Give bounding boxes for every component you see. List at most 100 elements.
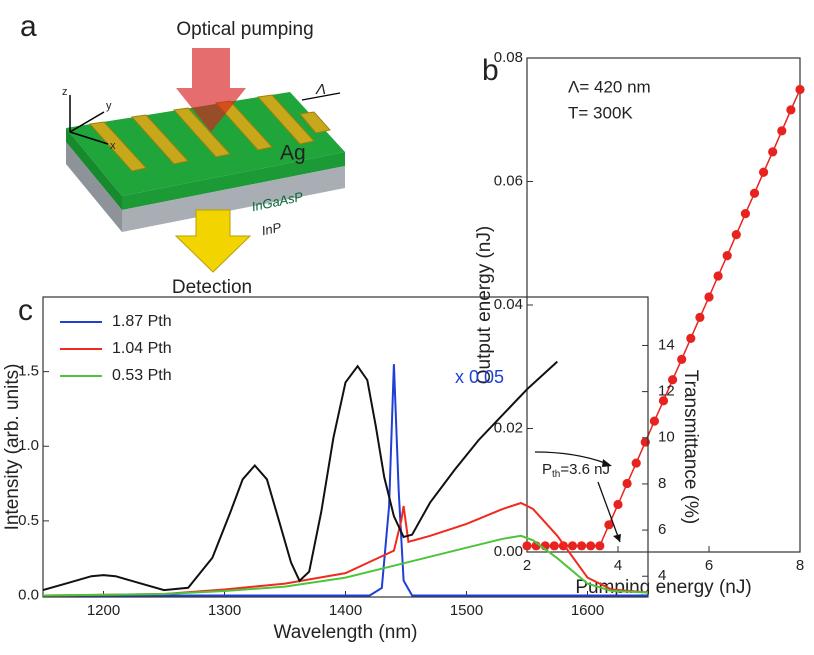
annotation: Λ= 420 nm — [568, 77, 651, 96]
substrate-label: InP — [260, 219, 283, 238]
data-line — [43, 360, 558, 592]
y2-tick-label: 12 — [658, 383, 675, 400]
x-tick-label: 1300 — [208, 602, 241, 619]
plot-area — [43, 360, 648, 597]
y2-tick-label: 6 — [658, 521, 666, 538]
gain-layer-side — [66, 128, 122, 210]
substrate-front — [122, 166, 345, 232]
panel-label: c — [18, 294, 33, 327]
data-point — [649, 416, 660, 426]
period-marker — [301, 92, 341, 101]
x-tick-label: 4 — [614, 557, 622, 574]
substrate-side — [66, 142, 122, 232]
data-point — [768, 147, 778, 157]
legend-label: 1.04 Pth — [112, 340, 172, 357]
y-tick-label: 0.0 — [18, 586, 39, 603]
gain-layer-front — [122, 152, 345, 210]
x-tick-label: 1200 — [87, 602, 120, 619]
y2-tick-label: 8 — [658, 475, 666, 492]
threshold-text: =3.6 nJ — [560, 461, 610, 478]
data-point — [713, 271, 723, 281]
axis-z-label: z — [62, 86, 68, 98]
y-tick-label: 1.5 — [18, 363, 39, 380]
grating-bar — [89, 121, 147, 172]
data-point — [613, 499, 623, 510]
threshold-subscript: th — [552, 469, 560, 480]
axis-x — [69, 131, 109, 145]
axis-y — [69, 111, 105, 133]
data-point — [604, 520, 614, 530]
grating-bar — [257, 94, 315, 145]
data-point — [522, 541, 532, 551]
grating-bar — [131, 114, 189, 165]
x-tick-label: 6 — [705, 557, 713, 574]
data-point — [686, 333, 696, 343]
panel-label: a — [20, 10, 37, 43]
y2-tick-label: 10 — [658, 429, 675, 446]
data-point — [658, 396, 669, 406]
data-point — [586, 541, 596, 551]
data-point — [577, 541, 587, 551]
data-point — [567, 541, 578, 551]
grating-bar — [299, 111, 331, 134]
transmittance-arrow — [534, 451, 606, 464]
data-line — [43, 534, 648, 597]
arrow-head — [613, 534, 621, 542]
threshold-label: Pth=3.6 nJ — [542, 461, 610, 480]
legend-label: 1.87 Pth — [112, 313, 172, 330]
y-axis-title: Intensity (arb. units) — [2, 364, 23, 531]
data-point — [631, 458, 641, 468]
x-tick-label: 2 — [523, 557, 531, 574]
y-tick-label: 0.00 — [494, 543, 523, 560]
axis-x-label: x — [110, 140, 116, 152]
panel-label: b — [482, 54, 499, 87]
data-point — [731, 230, 741, 240]
data-point — [677, 354, 687, 364]
y-tick-label: 0.5 — [18, 512, 39, 529]
annotation: x 0.05 — [455, 367, 504, 387]
x-axis-title: Wavelength (nm) — [274, 622, 418, 643]
annotation: T= 300K — [568, 103, 633, 122]
x-axis-title: Pumping energy (nJ) — [575, 577, 751, 598]
grating-bar — [173, 107, 231, 158]
y2-tick-label: 4 — [658, 567, 666, 584]
y-tick-label: 0.02 — [494, 419, 523, 436]
data-point — [749, 188, 760, 198]
threshold-arrow — [597, 481, 621, 543]
metal-label: Ag — [280, 142, 306, 165]
data-point — [795, 84, 805, 95]
y2-axis-title: Transmittance (%) — [680, 370, 701, 525]
data-point — [704, 292, 714, 302]
y-tick-label: 0.06 — [494, 172, 523, 189]
y2-tick-label: 14 — [658, 336, 675, 353]
x-tick-label: 1600 — [571, 602, 604, 619]
data-point — [777, 126, 787, 136]
y-tick-label: 1.0 — [18, 437, 39, 454]
data-point — [740, 209, 751, 219]
data-point — [722, 251, 732, 261]
detection-arrow — [174, 209, 252, 273]
x-tick-label: 1500 — [450, 602, 483, 619]
data-line — [43, 501, 648, 597]
pump-label: Optical pumping — [176, 19, 313, 40]
diagram: a Optical pumping Detection Ag InGaAsP I… — [20, 10, 345, 298]
y-tick-label: 0.04 — [494, 296, 523, 313]
data-point — [759, 167, 769, 177]
data-point — [695, 312, 705, 322]
x-tick-label: 8 — [796, 557, 804, 574]
arrow-head — [602, 459, 612, 467]
y-axis-title: Output energy (nJ) — [474, 226, 495, 384]
data-point — [549, 541, 559, 551]
pump-arrow — [176, 48, 246, 132]
axis-y-label: y — [106, 100, 112, 112]
detection-label: Detection — [172, 277, 252, 298]
data-point — [668, 375, 678, 385]
data-point — [786, 105, 796, 115]
data-line — [43, 364, 648, 597]
period-label: Λ — [315, 81, 326, 98]
threshold-symbol: P — [542, 461, 552, 478]
data-point — [595, 541, 605, 551]
x-tick-label: 1400 — [329, 602, 362, 619]
